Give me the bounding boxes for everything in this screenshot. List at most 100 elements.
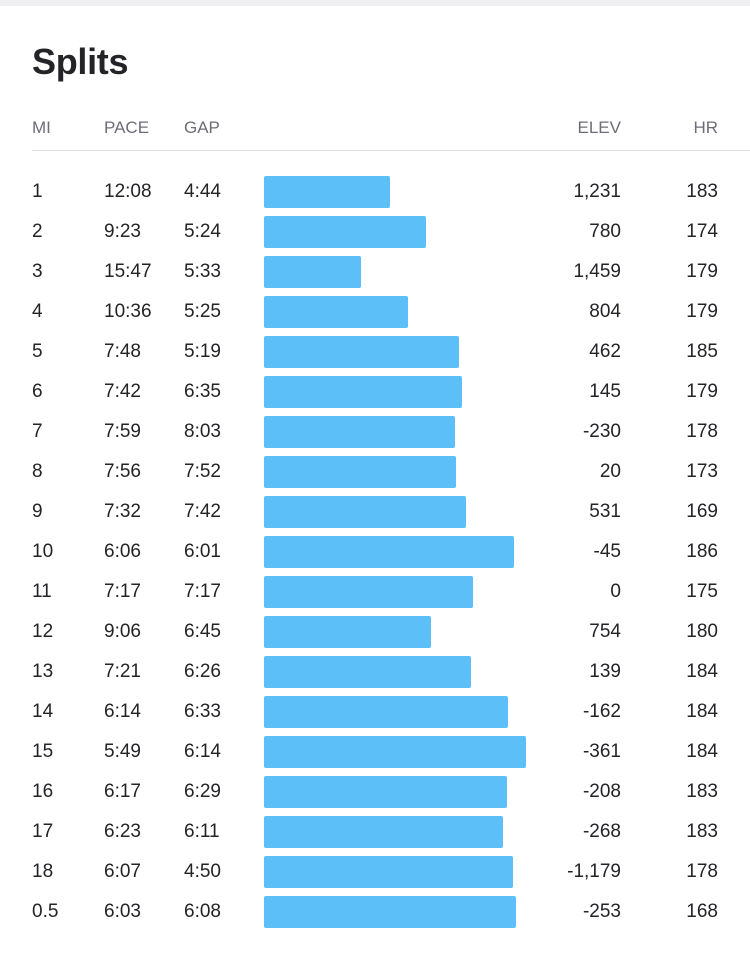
pace-bar [264, 896, 516, 928]
split-row: 6 7:42 6:35 145 179 [0, 375, 750, 409]
split-mile: 18 [32, 861, 54, 882]
pace-bar [264, 176, 390, 208]
pace-bar [264, 296, 408, 328]
split-hr: 184 [686, 661, 718, 682]
split-hr: 173 [686, 461, 718, 482]
split-elev: -208 [582, 781, 621, 802]
pace-bar [264, 616, 431, 648]
split-gap: 5:33 [184, 261, 221, 282]
top-strip [0, 0, 750, 6]
split-mile: 12 [32, 621, 54, 642]
split-row: 8 7:56 7:52 20 173 [0, 455, 750, 489]
split-hr: 180 [686, 621, 718, 642]
split-hr: 178 [686, 421, 718, 442]
header-elev: ELEV [577, 118, 621, 137]
split-row: 16 6:17 6:29 -208 183 [0, 775, 750, 809]
split-mile: 16 [32, 781, 54, 802]
split-row: 2 9:23 5:24 780 174 [0, 215, 750, 249]
split-mile: 15 [32, 741, 54, 762]
split-mile: 17 [32, 821, 54, 842]
split-row: 7 7:59 8:03 -230 178 [0, 415, 750, 449]
split-elev: 462 [589, 341, 621, 362]
header-mi: MI [32, 118, 51, 137]
split-mile: 3 [32, 261, 43, 282]
split-hr: 178 [686, 861, 718, 882]
split-pace: 6:03 [104, 901, 141, 922]
pace-bar [264, 816, 503, 848]
split-elev: 145 [589, 381, 621, 402]
split-elev: -361 [582, 741, 621, 762]
split-row: 4 10:36 5:25 804 179 [0, 295, 750, 329]
pace-bar [264, 216, 426, 248]
split-elev: 20 [599, 461, 621, 482]
split-mile: 4 [32, 301, 43, 322]
split-elev: -1,179 [567, 861, 621, 882]
split-pace: 5:49 [104, 741, 141, 762]
split-row: 5 7:48 5:19 462 185 [0, 335, 750, 369]
split-mile: 9 [32, 501, 43, 522]
page-title: Splits [32, 41, 129, 82]
split-pace: 9:06 [104, 621, 141, 642]
split-row: 11 7:17 7:17 0 175 [0, 575, 750, 609]
split-hr: 184 [686, 701, 718, 722]
pace-bar [264, 536, 514, 568]
split-elev: 754 [589, 621, 621, 642]
split-elev: -162 [582, 701, 621, 722]
split-pace: 7:21 [104, 661, 141, 682]
split-row: 9 7:32 7:42 531 169 [0, 495, 750, 529]
pace-bar [264, 456, 456, 488]
split-mile: 5 [32, 341, 43, 362]
header-hr: HR [693, 118, 718, 137]
pace-bar [264, 256, 361, 288]
split-row: 12 9:06 6:45 754 180 [0, 615, 750, 649]
split-gap: 6:14 [184, 741, 221, 762]
split-gap: 6:33 [184, 701, 221, 722]
split-hr: 183 [686, 781, 718, 802]
split-mile: 1 [32, 181, 43, 202]
pace-bar [264, 736, 526, 768]
split-mile: 6 [32, 381, 43, 402]
pace-bar [264, 856, 513, 888]
split-row: 1 12:08 4:44 1,231 183 [0, 175, 750, 209]
split-pace: 7:48 [104, 341, 141, 362]
split-elev: -45 [593, 541, 621, 562]
split-pace: 10:36 [104, 301, 152, 322]
split-pace: 6:07 [104, 861, 141, 882]
pace-bar [264, 696, 508, 728]
split-hr: 179 [686, 261, 718, 282]
split-pace: 15:47 [104, 261, 152, 282]
split-pace: 9:23 [104, 221, 141, 242]
split-elev: -253 [582, 901, 621, 922]
pace-bar [264, 656, 471, 688]
split-gap: 7:17 [184, 581, 221, 602]
pace-bar [264, 376, 462, 408]
split-hr: 174 [686, 221, 718, 242]
split-row: 18 6:07 4:50 -1,179 178 [0, 855, 750, 889]
split-gap: 4:44 [184, 181, 221, 202]
split-elev: 780 [589, 221, 621, 242]
split-mile: 0.5 [32, 901, 59, 922]
split-elev: 1,231 [573, 181, 621, 202]
split-hr: 179 [686, 381, 718, 402]
split-mile: 2 [32, 221, 43, 242]
split-mile: 13 [32, 661, 54, 682]
split-gap: 5:25 [184, 301, 221, 322]
split-row: 10 6:06 6:01 -45 186 [0, 535, 750, 569]
split-gap: 4:50 [184, 861, 221, 882]
split-gap: 6:11 [184, 821, 220, 842]
split-gap: 6:29 [184, 781, 221, 802]
split-mile: 7 [32, 421, 43, 442]
split-gap: 7:52 [184, 461, 221, 482]
split-row: 0.5 6:03 6:08 -253 168 [0, 895, 750, 929]
header-pace: PACE [104, 118, 150, 137]
split-pace: 6:14 [104, 701, 141, 722]
split-elev: -230 [582, 421, 621, 442]
split-pace: 6:23 [104, 821, 141, 842]
pace-bar [264, 496, 466, 528]
split-mile: 8 [32, 461, 43, 482]
split-gap: 6:35 [184, 381, 221, 402]
split-elev: 531 [589, 501, 621, 522]
split-elev: 1,459 [573, 261, 621, 282]
split-pace: 12:08 [104, 181, 152, 202]
